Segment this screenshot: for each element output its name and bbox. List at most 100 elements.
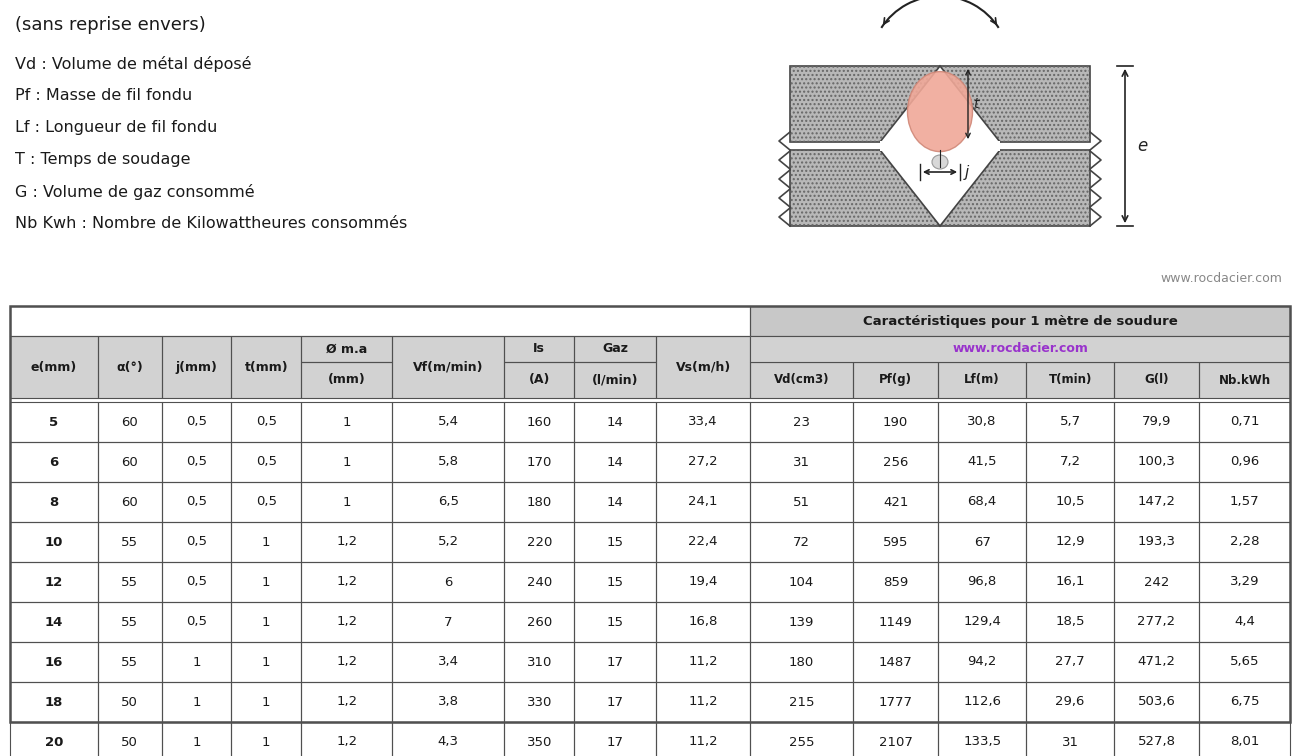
Bar — [161, 336, 231, 398]
Bar — [1026, 562, 1114, 602]
Bar — [161, 602, 231, 642]
Text: 15: 15 — [607, 575, 624, 588]
Bar — [231, 602, 302, 642]
Text: 350: 350 — [526, 736, 552, 748]
Bar — [853, 722, 939, 756]
Bar — [1026, 722, 1114, 756]
Bar — [393, 722, 504, 756]
Bar — [656, 482, 750, 522]
Bar — [575, 642, 656, 682]
Bar — [504, 682, 575, 722]
Bar — [656, 602, 750, 642]
Polygon shape — [880, 66, 1000, 142]
Bar — [161, 442, 231, 482]
Text: Lf : Longueur de fil fondu: Lf : Longueur de fil fondu — [16, 120, 217, 135]
Bar — [790, 66, 1089, 142]
Bar — [504, 482, 575, 522]
Bar — [853, 402, 939, 442]
Text: (l/min): (l/min) — [592, 373, 638, 386]
Bar — [1199, 402, 1290, 442]
Bar — [1026, 682, 1114, 722]
Bar — [939, 682, 1026, 722]
Text: 6,5: 6,5 — [438, 495, 459, 509]
Bar — [393, 722, 504, 756]
Text: 41,5: 41,5 — [967, 456, 997, 469]
Text: 104: 104 — [789, 575, 814, 588]
Text: 260: 260 — [526, 615, 552, 628]
Bar — [98, 336, 161, 398]
Bar — [1114, 562, 1199, 602]
Text: 3,29: 3,29 — [1230, 575, 1260, 588]
Bar — [853, 362, 939, 398]
Text: Gaz: Gaz — [602, 342, 628, 355]
Bar — [939, 482, 1026, 522]
Bar — [231, 402, 302, 442]
Bar — [10, 562, 98, 602]
Text: α(°): α(°) — [117, 361, 143, 373]
Text: 15: 15 — [607, 615, 624, 628]
Bar — [231, 682, 302, 722]
Bar — [161, 482, 231, 522]
Text: www.rocdacier.com: www.rocdacier.com — [952, 342, 1088, 355]
Bar — [393, 482, 504, 522]
Bar — [98, 642, 161, 682]
Bar — [302, 442, 393, 482]
Text: 15: 15 — [607, 535, 624, 549]
Bar — [504, 562, 575, 602]
Text: 1: 1 — [263, 655, 270, 668]
Text: 1: 1 — [192, 696, 200, 708]
Bar — [393, 402, 504, 442]
Text: 160: 160 — [526, 416, 552, 429]
Bar — [161, 562, 231, 602]
Text: 5,2: 5,2 — [438, 535, 459, 549]
Text: 1: 1 — [263, 575, 270, 588]
Bar — [1199, 442, 1290, 482]
Bar — [1026, 522, 1114, 562]
Bar — [98, 602, 161, 642]
Bar — [231, 336, 302, 398]
Text: 68,4: 68,4 — [967, 495, 997, 509]
Bar — [302, 402, 393, 442]
Bar — [1199, 442, 1290, 482]
Text: 112,6: 112,6 — [963, 696, 1001, 708]
Bar — [393, 336, 504, 398]
Bar — [1026, 482, 1114, 522]
Bar — [504, 336, 575, 362]
Bar — [10, 682, 98, 722]
Bar — [853, 602, 939, 642]
Bar — [161, 682, 231, 722]
Bar — [1114, 522, 1199, 562]
Text: 0,5: 0,5 — [186, 535, 207, 549]
Bar — [939, 442, 1026, 482]
Bar — [939, 402, 1026, 442]
Bar — [98, 522, 161, 562]
Bar — [10, 442, 98, 482]
Bar — [575, 642, 656, 682]
Bar — [302, 402, 393, 442]
Bar — [853, 442, 939, 482]
Bar — [231, 682, 302, 722]
Bar — [1026, 362, 1114, 398]
Bar — [302, 522, 393, 562]
Bar — [575, 442, 656, 482]
Text: 330: 330 — [526, 696, 552, 708]
Bar — [10, 522, 98, 562]
Text: 6: 6 — [445, 575, 452, 588]
Bar — [161, 522, 231, 562]
Text: 17: 17 — [607, 736, 624, 748]
Bar — [10, 402, 98, 442]
Bar — [750, 336, 1290, 362]
Bar — [98, 482, 161, 522]
Text: 0,5: 0,5 — [186, 416, 207, 429]
Bar — [656, 482, 750, 522]
Text: Ø m.a: Ø m.a — [326, 342, 368, 355]
Text: 20: 20 — [44, 736, 64, 748]
Bar — [750, 562, 853, 602]
Bar — [393, 682, 504, 722]
Text: 1,2: 1,2 — [337, 575, 358, 588]
Bar — [853, 562, 939, 602]
Bar — [98, 682, 161, 722]
Bar — [98, 722, 161, 756]
Text: 255: 255 — [789, 736, 814, 748]
Bar — [231, 336, 302, 398]
